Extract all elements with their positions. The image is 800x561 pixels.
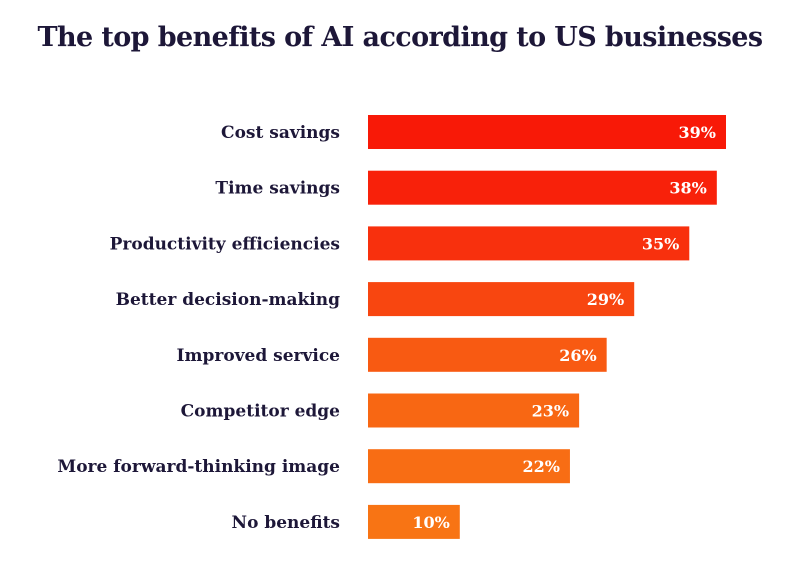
chart-title: The top benefits of AI according to US b…: [37, 22, 763, 53]
value-label-no-benefits: 10%: [412, 513, 449, 532]
value-label-time-savings: 38%: [669, 179, 706, 198]
value-label-cost-savings: 39%: [679, 123, 716, 142]
bar-more-forward-thinking-image: [368, 449, 570, 484]
value-label-better-decision-making: 29%: [587, 290, 624, 309]
bar-time-savings: [368, 170, 717, 205]
category-label-time-savings: Time savings: [215, 179, 340, 199]
category-labels-group: Cost savings Time savings Productivity eff…: [57, 123, 340, 533]
bar-improved-service: [368, 337, 607, 372]
bars-group: [368, 115, 726, 539]
value-labels-group: 39% 38% 35% 29% 26% 23% 22% 10%: [412, 123, 716, 532]
value-label-more-forward-thinking-image: 22%: [522, 457, 559, 476]
bar-better-decision-making: [368, 282, 635, 317]
value-label-competitor-edge: 23%: [532, 402, 569, 421]
category-label-no-benefits: No benefits: [232, 513, 340, 533]
category-label-productivity-efficiencies: Productivity efficiencies: [110, 234, 340, 254]
category-label-improved-service: Improved service: [177, 346, 341, 366]
category-label-cost-savings: Cost savings: [221, 123, 340, 143]
bar-cost-savings: [368, 115, 726, 149]
category-label-more-forward-thinking-image: More forward-thinking image: [57, 457, 340, 477]
category-label-better-decision-making: Better decision-making: [116, 290, 340, 310]
bar-productivity-efficiencies: [368, 226, 690, 261]
value-label-productivity-efficiencies: 35%: [642, 234, 679, 253]
bar-no-benefits: [368, 504, 460, 539]
bar-competitor-edge: [368, 393, 580, 428]
value-label-improved-service: 26%: [559, 346, 596, 365]
category-label-competitor-edge: Competitor edge: [181, 402, 341, 422]
